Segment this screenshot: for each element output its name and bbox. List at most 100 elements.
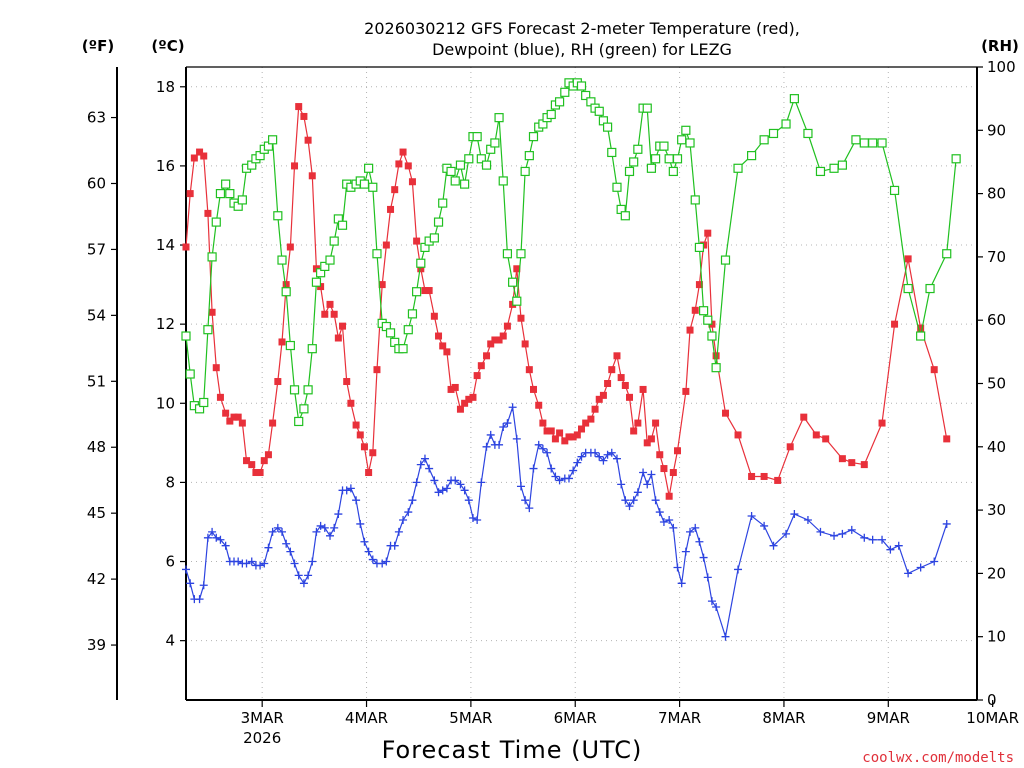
temperature-point xyxy=(517,314,525,322)
rh-point xyxy=(733,163,743,173)
dewpoint-point xyxy=(378,559,387,568)
dewpoint-point xyxy=(521,496,530,505)
dewpoint-point xyxy=(256,561,265,570)
dewpoint-point xyxy=(930,557,939,566)
temperature-point xyxy=(321,310,329,318)
temperature-point xyxy=(860,461,868,469)
dewpoint-point xyxy=(420,454,429,463)
temperature-point xyxy=(917,324,925,332)
temperature-point xyxy=(669,469,677,477)
temperature-point xyxy=(347,399,355,407)
temperature-point xyxy=(256,469,264,477)
rh-point xyxy=(659,141,669,151)
temperature-point xyxy=(595,395,603,403)
temperature-point xyxy=(774,476,782,484)
rh-point xyxy=(646,163,657,173)
temperature-point xyxy=(477,362,485,370)
dewpoint-point xyxy=(734,565,743,574)
dewpoint-point xyxy=(838,529,847,538)
temperature-point xyxy=(260,457,268,465)
dewpoint-point xyxy=(273,523,282,532)
dewpoint-point xyxy=(264,543,273,552)
dewpoint-point xyxy=(404,508,413,517)
chart-title-line-2: Dewpoint (blue), RH (green) for LEZG xyxy=(432,40,732,59)
temperature-point xyxy=(491,336,499,344)
rh-point xyxy=(211,217,221,227)
rh-point xyxy=(903,283,913,294)
dewpoint-point xyxy=(346,484,355,493)
rh-point xyxy=(620,211,630,221)
temperature-point xyxy=(786,443,794,451)
dewpoint-point xyxy=(860,533,869,542)
rh-point xyxy=(690,195,700,205)
fahrenheit-tick-label: 45 xyxy=(87,504,106,522)
dewpoint-point xyxy=(247,557,256,566)
dewpoint-point xyxy=(830,531,839,540)
rh-point xyxy=(412,287,422,297)
dewpoint-point xyxy=(573,458,582,467)
temperature-point xyxy=(274,378,282,386)
temperature-point xyxy=(613,352,621,360)
rh-point xyxy=(368,182,378,192)
x-tick-label: 6MAR xyxy=(554,709,597,727)
rh-point xyxy=(199,397,209,408)
dewpoint-point xyxy=(790,510,799,519)
rh-point xyxy=(677,135,687,145)
temperature-point xyxy=(451,383,459,391)
dewpoint-point xyxy=(639,468,648,477)
dewpoint-point xyxy=(182,565,190,574)
fahrenheit-tick-label: 42 xyxy=(87,570,106,588)
temperature-point xyxy=(838,455,846,463)
dewpoint-point xyxy=(633,488,642,497)
rh-point xyxy=(612,182,622,192)
rh-point xyxy=(429,233,439,243)
rh-point xyxy=(720,255,731,265)
rh-point xyxy=(490,138,500,148)
temperature-point xyxy=(264,451,272,459)
temperature-point xyxy=(487,340,495,348)
rh-point xyxy=(433,217,444,227)
rh-point xyxy=(277,255,287,265)
dewpoint-point xyxy=(769,541,778,550)
dewpoint-point xyxy=(651,496,660,505)
rh-point xyxy=(416,258,426,268)
dewpoint-point xyxy=(529,464,538,473)
rh-point xyxy=(502,249,513,259)
rh-point xyxy=(554,97,565,107)
rh-point xyxy=(403,325,413,335)
temperature-point xyxy=(404,162,412,170)
temperature-point xyxy=(904,255,912,263)
temperature-point xyxy=(395,160,403,168)
rh-point xyxy=(546,109,556,120)
temperature-point xyxy=(447,385,455,393)
rh-point xyxy=(181,331,191,341)
dewpoint-point xyxy=(434,488,443,497)
rh-tick-label: 70 xyxy=(987,248,1006,266)
fahrenheit-axis-header: (ºF) xyxy=(82,37,114,55)
rh-point xyxy=(707,331,717,341)
rh-point xyxy=(746,151,757,161)
dewpoint-point xyxy=(878,535,887,544)
dewpoint-point xyxy=(721,632,730,641)
temperature-point xyxy=(525,366,533,374)
temperature-point xyxy=(222,409,230,417)
rh-point xyxy=(685,138,695,148)
temperature-point xyxy=(230,413,238,421)
dewpoint-point xyxy=(364,547,373,556)
rh-point xyxy=(681,125,691,135)
dewpoint-point xyxy=(460,486,469,495)
rh-point xyxy=(294,416,304,427)
dewpoint-point xyxy=(760,521,769,530)
rh-point xyxy=(889,185,900,196)
dewpoint-point xyxy=(477,478,486,487)
dewpoint-point xyxy=(512,434,521,443)
rh-point xyxy=(385,328,396,338)
temperature-point xyxy=(660,465,668,473)
temperature-point xyxy=(569,433,577,441)
temperature-point xyxy=(591,405,599,413)
temperature-point xyxy=(483,352,491,360)
rh-point xyxy=(851,135,861,145)
rh-point xyxy=(789,94,799,104)
rh-point xyxy=(460,179,470,189)
rh-point xyxy=(446,166,456,177)
